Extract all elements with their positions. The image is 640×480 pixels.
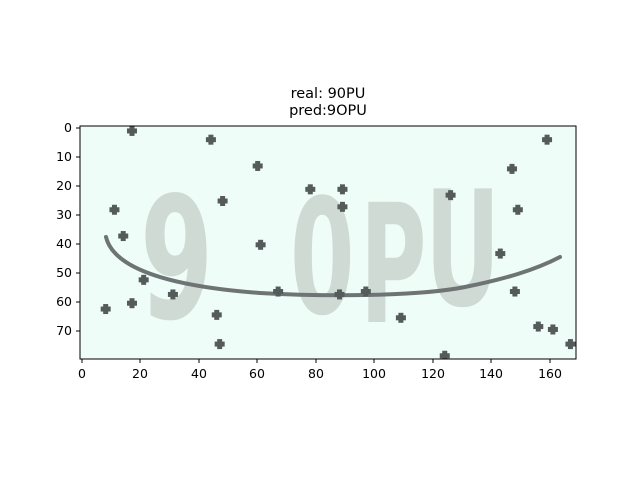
noise-dot xyxy=(565,339,576,350)
svg-text:50: 50 xyxy=(56,265,72,280)
noise-dot xyxy=(273,286,284,297)
noise-dot xyxy=(445,190,456,201)
captcha-glyph-9: 9 xyxy=(140,162,213,359)
x-tick: 140 xyxy=(479,359,503,381)
noise-dot xyxy=(512,204,523,215)
x-tick: 40 xyxy=(191,359,207,381)
noise-dot xyxy=(100,304,111,315)
x-tick: 160 xyxy=(538,359,562,381)
noise-dot xyxy=(217,196,228,206)
noise-dot xyxy=(533,321,544,332)
y-tick: 20 xyxy=(56,178,80,193)
captcha-glyph-0: 0 xyxy=(290,165,355,351)
x-tick: 120 xyxy=(421,359,445,381)
y-tick: 50 xyxy=(56,265,80,280)
x-tick: 60 xyxy=(249,359,265,381)
noise-dot xyxy=(439,350,450,359)
svg-text:40: 40 xyxy=(191,366,207,381)
svg-text:0: 0 xyxy=(78,366,86,381)
noise-dot xyxy=(506,163,517,174)
noise-dot xyxy=(337,184,348,195)
y-tick: 30 xyxy=(56,207,80,222)
svg-text:140: 140 xyxy=(479,366,503,381)
noise-dot xyxy=(509,286,520,297)
plot-frame xyxy=(79,125,577,360)
svg-text:100: 100 xyxy=(362,366,386,381)
svg-text:20: 20 xyxy=(132,366,148,381)
captcha-background xyxy=(80,126,576,359)
noise-dot xyxy=(542,134,553,145)
x-axis: 0 20 40 60 80 100 xyxy=(78,359,562,381)
noise-curve xyxy=(104,235,562,298)
captcha-glyphs: 9 0 P U xyxy=(140,157,500,362)
noise-dot xyxy=(126,298,137,309)
x-tick: 80 xyxy=(308,359,324,381)
noise-dot xyxy=(337,201,348,212)
noise-dot xyxy=(205,134,216,145)
noise-dot xyxy=(118,231,129,242)
title-real: real: 90PU xyxy=(290,86,366,102)
y-tick: 40 xyxy=(56,236,80,251)
captcha-glyph-P: P xyxy=(360,170,427,362)
noise-dot xyxy=(109,204,120,215)
svg-text:120: 120 xyxy=(421,366,445,381)
noise-dot xyxy=(214,339,225,350)
noise-dot xyxy=(126,126,137,136)
svg-text:10: 10 xyxy=(56,149,72,164)
noise-dot xyxy=(138,274,149,285)
svg-text:0: 0 xyxy=(64,120,72,135)
noise-dot xyxy=(211,309,222,320)
svg-text:60: 60 xyxy=(56,294,72,309)
y-tick: 70 xyxy=(56,323,80,338)
noise-dot xyxy=(305,184,316,195)
y-tick: 60 xyxy=(56,294,80,309)
svg-text:70: 70 xyxy=(56,323,72,338)
noise-dot xyxy=(495,248,506,259)
y-axis: 0 10 20 30 40 50 xyxy=(56,120,80,338)
noise-dots xyxy=(100,126,576,359)
svg-text:80: 80 xyxy=(308,366,324,381)
noise-dot xyxy=(167,289,178,300)
svg-text:40: 40 xyxy=(56,236,72,251)
svg-text:60: 60 xyxy=(249,366,265,381)
y-tick: 10 xyxy=(56,149,80,164)
noise-dot xyxy=(547,324,558,335)
x-tick: 20 xyxy=(132,359,148,381)
noise-dot xyxy=(360,286,371,297)
noise-dot xyxy=(395,312,406,323)
x-tick: 100 xyxy=(362,359,386,381)
noise-dot xyxy=(252,160,263,171)
noise-dot xyxy=(255,239,266,250)
noise-dot xyxy=(334,289,345,300)
x-tick: 0 xyxy=(78,359,86,381)
captcha-glyph-U: U xyxy=(425,157,500,343)
svg-text:30: 30 xyxy=(56,207,72,222)
svg-text:20: 20 xyxy=(56,178,72,193)
title-pred: pred:9OPU xyxy=(289,103,367,119)
y-tick: 0 xyxy=(64,120,80,135)
svg-text:160: 160 xyxy=(538,366,562,381)
captcha-image: 9 0 P U xyxy=(100,126,576,362)
